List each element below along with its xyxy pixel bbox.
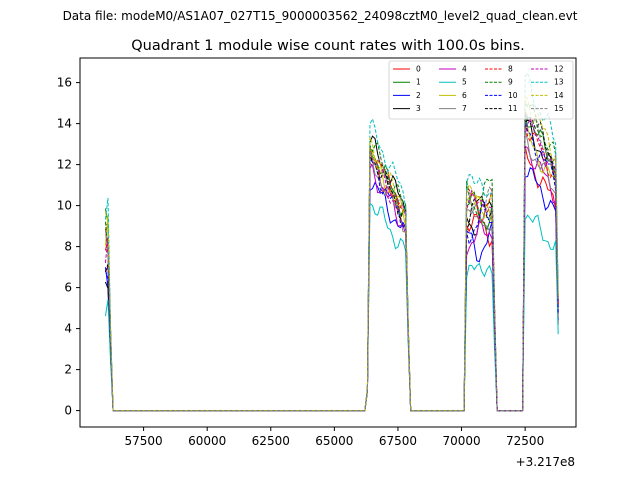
- plot-lines: [104, 72, 559, 412]
- legend-label: 14: [554, 91, 564, 100]
- legend-label: 11: [508, 104, 518, 113]
- y-tick-label: 12: [57, 158, 72, 172]
- chart-title: Quadrant 1 module wise count rates with …: [131, 38, 525, 54]
- x-tick-label: 57500: [124, 434, 162, 448]
- data-file-suptitle: Data file: modeM0/AS1A07_027T15_90000035…: [63, 9, 578, 23]
- legend-label: 9: [508, 78, 513, 87]
- legend-label: 5: [462, 78, 467, 87]
- x-tick-label: 67500: [379, 434, 417, 448]
- legend-label: 13: [554, 78, 564, 87]
- x-tick-label: 72500: [506, 434, 544, 448]
- x-tick-label: 65000: [315, 434, 353, 448]
- legend-frame: [388, 60, 574, 120]
- axes-frame: [79, 57, 577, 428]
- series-line-15: [104, 113, 559, 412]
- y-tick-label: 4: [64, 322, 72, 336]
- y-tick-label: 2: [64, 363, 72, 377]
- y-tick-label: 6: [64, 281, 72, 295]
- legend-label: 3: [416, 104, 421, 113]
- legend-label: 1: [416, 78, 421, 87]
- y-tick-label: 10: [57, 199, 72, 213]
- x-tick-label: 60000: [188, 434, 226, 448]
- y-tick-label: 16: [57, 76, 72, 90]
- x-tick-label: 70000: [442, 434, 480, 448]
- y-tick-label: 14: [57, 117, 72, 131]
- legend-label: 10: [508, 91, 518, 100]
- legend-label: 4: [462, 65, 467, 74]
- legend-label: 6: [462, 91, 467, 100]
- legend-label: 12: [554, 65, 564, 74]
- x-axis: 57500 60000 62500 65000 67500 70000 72500: [124, 427, 544, 448]
- x-offset-label: +3.217e8: [516, 455, 575, 469]
- legend-label: 15: [554, 104, 564, 113]
- legend-label: 2: [416, 91, 421, 100]
- legend-label: 8: [508, 65, 513, 74]
- y-tick-label: 8: [64, 240, 72, 254]
- y-tick-label: 0: [64, 404, 72, 418]
- series-line-14: [104, 93, 559, 412]
- legend-label: 0: [416, 65, 421, 74]
- y-axis: 0 2 4 6 8 10 12 14 16: [57, 76, 80, 418]
- legend-label: 7: [462, 104, 467, 113]
- x-tick-label: 62500: [252, 434, 290, 448]
